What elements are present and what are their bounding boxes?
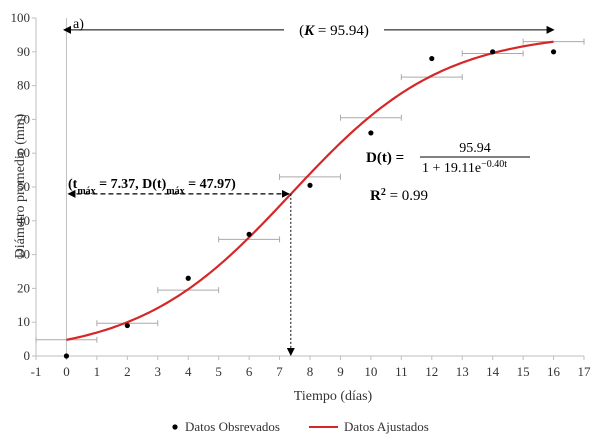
observed-point: [429, 55, 435, 62]
x-tick-label: 7: [276, 364, 283, 379]
x-tick-label: 14: [486, 364, 500, 379]
x-tick-label: 1: [94, 364, 101, 379]
observed-point: [124, 322, 130, 329]
x-tick-label: 16: [547, 364, 561, 379]
x-tick-label: 5: [215, 364, 222, 379]
legend: Datos Obsrevados Datos Ajustados: [172, 419, 429, 434]
y-tick-label: 30: [17, 247, 30, 262]
observed-point: [550, 49, 557, 55]
y-tick-label: 40: [17, 213, 30, 228]
legend-label-fitted: Datos Ajustados: [344, 419, 429, 434]
y-axis-title: Diámetro promedio (mm): [13, 113, 28, 258]
observed-point: [307, 182, 313, 188]
observed-point: [490, 49, 496, 55]
k-label: (K = 95.94): [299, 23, 369, 39]
axes: -1 0 1 2 3 4 5 6 7 8 9 10 11 12 13 14 15 16 17010203040506…: [11, 10, 592, 379]
observed-point: [246, 231, 252, 237]
x-axis-title: Tiempo (días): [294, 389, 373, 404]
inflection-label: (tmáx = 7.37, D(t)máx = 47.97): [68, 177, 236, 197]
observed-point: [185, 275, 191, 281]
x-tick-label: 10: [364, 364, 377, 379]
x-tick-label: 2: [124, 364, 131, 379]
observed-point: [63, 353, 70, 359]
legend-label-observed: Datos Obsrevados: [185, 419, 280, 434]
x-tick-label: 6: [246, 364, 253, 379]
x-tick-label: 3: [155, 364, 162, 379]
x-tick-label: 15: [517, 364, 530, 379]
k-label-background: [284, 17, 384, 36]
x-tick-label: 11: [395, 364, 408, 379]
equation-numerator: 95.94: [459, 141, 491, 156]
x-tick-label: 0: [63, 364, 70, 379]
r-squared-label: R2 = 0.99: [370, 187, 428, 205]
y-tick-label: 0: [24, 348, 31, 363]
observed-point: [368, 130, 374, 136]
y-tick-label: 60: [17, 145, 30, 160]
y-tick-label: 10: [17, 314, 30, 329]
equation-lhs: D(t) =: [366, 150, 404, 166]
y-tick-label: 80: [17, 78, 30, 93]
equation-denominator: 1 + 19.11e−0.40t: [422, 159, 507, 177]
legend-marker-observed: [172, 424, 178, 430]
x-tick-label: 13: [456, 364, 469, 379]
x-tick-label: -1: [31, 364, 42, 379]
panel-label: a): [73, 17, 84, 32]
x-tick-label: 9: [337, 364, 344, 379]
x-tick-label: 17: [578, 364, 592, 379]
y-tick-label: 90: [17, 44, 30, 59]
x-tick-label: 12: [425, 364, 438, 379]
y-tick-label: 20: [17, 280, 30, 295]
fitted-curve: [66, 40, 554, 341]
x-tick-label: 4: [185, 364, 192, 379]
y-tick-label: 50: [17, 179, 30, 194]
x-tick-label: 8: [307, 364, 314, 379]
observed-points: [63, 49, 557, 359]
y-tick-label: 100: [11, 10, 31, 25]
annotations: (K = 95.94) (tmáx = 7.37, D(t)máx = 47.97…: [63, 17, 555, 356]
error-bars: [35, 38, 585, 343]
y-tick-label: 70: [17, 111, 30, 126]
